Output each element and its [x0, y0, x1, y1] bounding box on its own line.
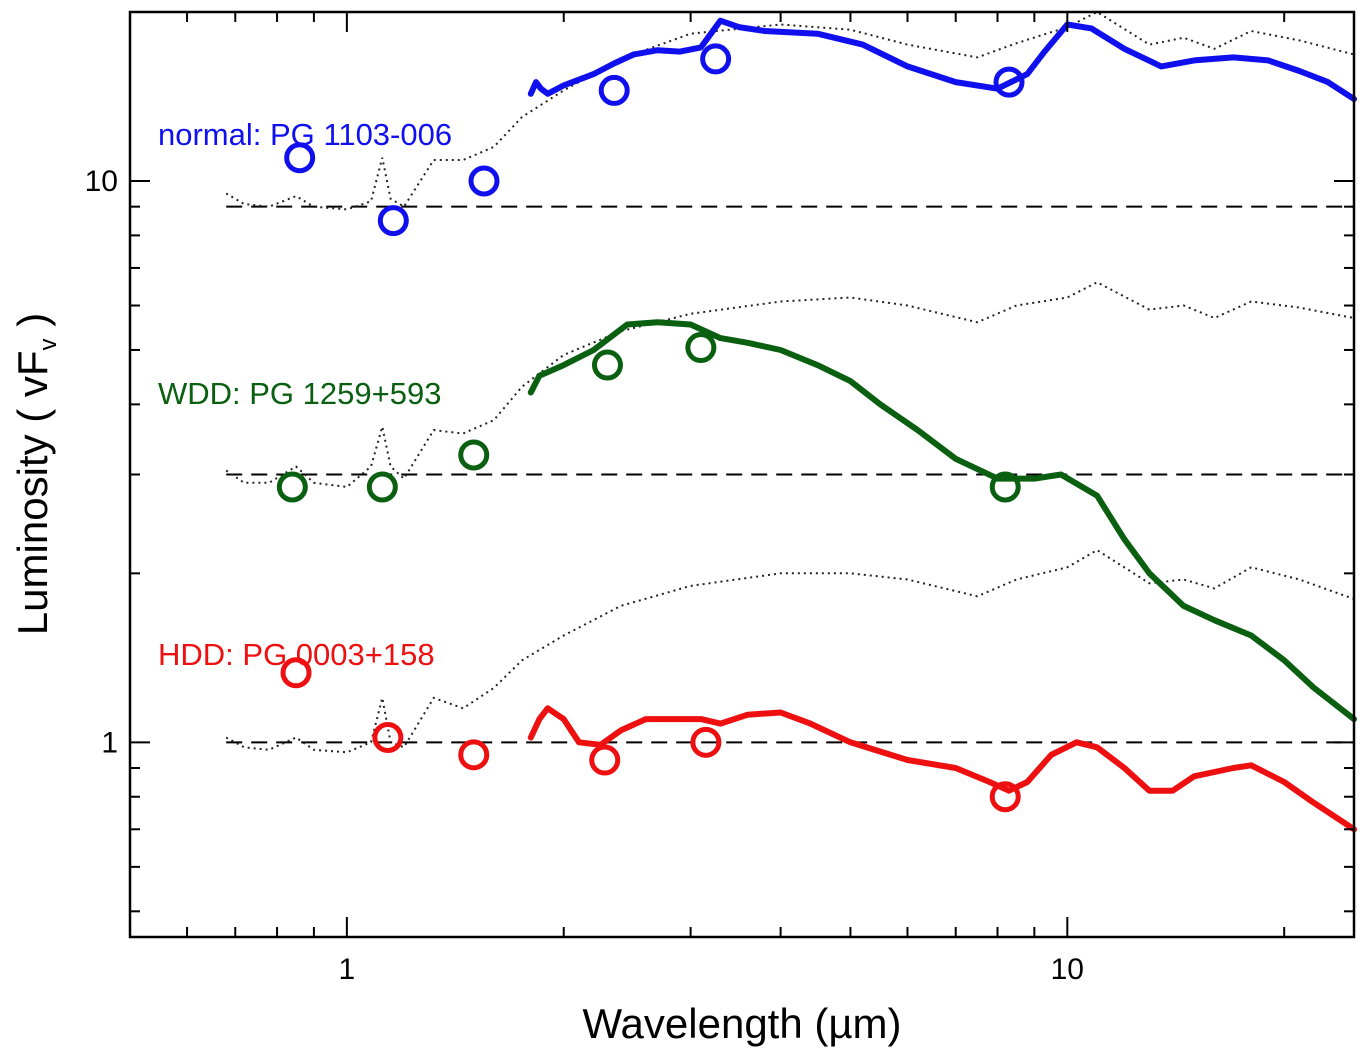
y-tick-label: 1	[101, 726, 118, 759]
x-tick-label: 10	[1051, 953, 1084, 986]
y-axis-title-main: Luminosity ( vF	[9, 350, 56, 635]
spectrum-curves	[527, 17, 1357, 833]
normal-photometry-point-5	[700, 43, 732, 75]
hdd-photometry-point-3	[458, 739, 490, 771]
wdd-photometry-point-4	[591, 349, 623, 381]
wdd-photometry-point-5	[685, 332, 717, 364]
hdd-series-label: HDD: PG 0003+158	[158, 637, 435, 672]
normal-template-curve	[225, 10, 1355, 211]
x-axis-title: Wavelength (µm)	[582, 1000, 901, 1047]
normal-photometry-point-1	[284, 142, 316, 174]
wdd-photometry-point-6	[989, 471, 1021, 503]
wdd-series-label: WDD: PG 1259+593	[158, 376, 441, 411]
hdd-photometry-point-2	[372, 722, 404, 754]
y-axis-title-subscript: v	[35, 338, 62, 350]
normal-series-label: normal: PG 1103-006	[158, 117, 452, 152]
wdd-photometry-point-1	[276, 471, 308, 503]
x-tick-label: 1	[339, 953, 356, 986]
hdd-photometry-point-1	[280, 657, 312, 689]
hdd-spectrum-curve	[527, 705, 1357, 833]
photometry-points	[276, 43, 1025, 813]
normal-photometry-point-2	[377, 205, 409, 237]
wdd-template-curve	[225, 281, 1355, 489]
reference-lines	[226, 205, 1354, 744]
y-axis-title: Luminosity ( vFv )	[9, 313, 62, 635]
normal-photometry-point-6	[993, 66, 1025, 98]
hdd-photometry-point-6	[989, 781, 1021, 813]
normal-spectrum-curve	[527, 17, 1357, 102]
axis-ticks: 1 10 1 10	[85, 11, 1354, 986]
y-axis-title-close: )	[9, 313, 56, 339]
normal-photometry-point-3	[468, 165, 500, 197]
series-labels: normal: PG 1103-006 WDD: PG 1259+593 HDD: …	[158, 117, 452, 672]
hdd-photometry-point-4	[589, 744, 621, 776]
wdd-spectrum-curve	[527, 319, 1357, 723]
wdd-photometry-point-3	[458, 439, 490, 471]
normal-photometry-point-4	[598, 74, 630, 106]
wdd-photometry-point-2	[366, 471, 398, 503]
y-tick-label: 10	[85, 165, 118, 198]
hdd-photometry-point-5	[690, 726, 722, 758]
